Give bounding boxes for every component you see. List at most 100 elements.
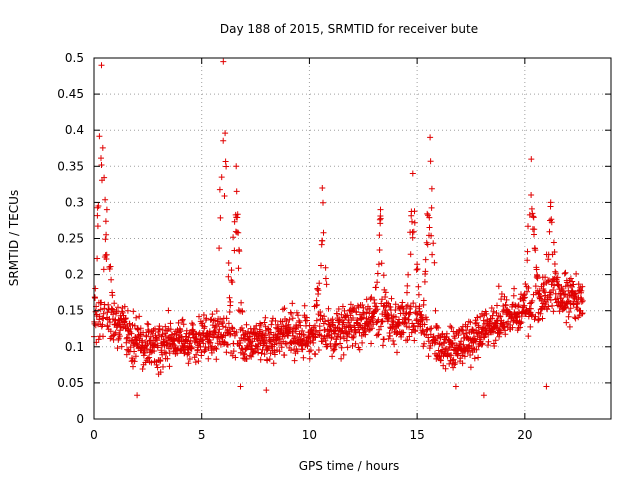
data-point (133, 314, 140, 321)
data-point (448, 324, 455, 331)
data-point (219, 320, 226, 327)
data-point (552, 270, 559, 277)
data-point (573, 270, 580, 277)
data-point (266, 356, 273, 363)
grid-lines (94, 58, 611, 419)
data-point (311, 333, 318, 340)
data-point (385, 315, 392, 322)
x-axis-label: GPS time / hours (299, 459, 400, 473)
data-point (248, 353, 255, 360)
data-point (368, 325, 375, 332)
data-point (162, 323, 169, 330)
data-point (267, 329, 274, 336)
data-point (421, 321, 428, 328)
data-point (376, 326, 383, 333)
data-point (528, 156, 535, 163)
data-point (551, 249, 558, 255)
data-point (570, 281, 577, 288)
data-point (153, 361, 160, 368)
data-point (167, 320, 174, 327)
data-point (107, 328, 114, 335)
data-point (421, 340, 428, 347)
data-point (281, 305, 288, 312)
y-tick-label: 0.1 (65, 340, 84, 354)
data-point (338, 344, 345, 351)
data-point (213, 308, 220, 315)
data-point (368, 340, 375, 347)
data-point (96, 133, 103, 140)
data-point (551, 261, 558, 267)
data-point (380, 303, 387, 310)
data-point (321, 313, 328, 320)
data-point (545, 303, 552, 310)
data-point (350, 333, 357, 340)
data-point (270, 360, 277, 367)
data-point (209, 311, 216, 318)
data-point (528, 192, 535, 198)
data-point (281, 352, 288, 359)
data-point (131, 348, 138, 355)
data-point (200, 340, 207, 347)
data-point (263, 387, 270, 394)
x-tick-label: 0 (90, 428, 98, 442)
data-point (567, 300, 574, 306)
data-point (524, 248, 531, 255)
data-point (470, 345, 477, 352)
data-point (126, 320, 133, 327)
data-point (501, 293, 508, 300)
data-point (422, 268, 429, 275)
data-point (237, 383, 244, 390)
data-point (98, 155, 104, 162)
data-point (287, 326, 294, 333)
data-point (532, 313, 539, 320)
data-point (141, 349, 148, 356)
data-point (561, 270, 568, 277)
data-point (227, 298, 234, 305)
data-point (333, 341, 340, 348)
data-point (408, 329, 415, 336)
data-point (283, 340, 290, 347)
data-point (225, 273, 232, 280)
data-point (230, 348, 237, 355)
data-point (535, 316, 542, 323)
data-point (322, 318, 329, 325)
data-point (192, 359, 199, 366)
data-point (227, 331, 233, 338)
data-point (306, 322, 313, 329)
data-point (288, 310, 295, 317)
y-tick-label: 0.2 (65, 268, 84, 282)
data-point (391, 341, 398, 348)
data-point (409, 218, 415, 225)
data-point (356, 346, 363, 353)
data-point (131, 322, 138, 329)
data-point (155, 329, 162, 335)
data-point (478, 341, 485, 348)
data-point (310, 339, 317, 346)
data-point (564, 298, 571, 305)
data-point (235, 265, 242, 272)
data-point (102, 196, 109, 203)
data-point (320, 229, 327, 236)
data-point (452, 383, 459, 390)
data-point (276, 335, 283, 342)
data-point (217, 214, 224, 221)
data-point (94, 223, 101, 230)
data-point (127, 344, 134, 351)
data-point (92, 285, 99, 292)
data-point (233, 329, 240, 336)
data-point (404, 337, 411, 343)
data-point (528, 312, 535, 319)
data-point (156, 325, 163, 332)
data-point (98, 299, 105, 306)
data-point (114, 345, 121, 352)
data-point (459, 360, 466, 367)
data-point (546, 228, 553, 235)
data-point (363, 309, 370, 316)
data-point (229, 324, 235, 331)
data-point (409, 170, 416, 177)
data-point (255, 349, 262, 356)
data-point (180, 321, 187, 328)
data-point (101, 174, 108, 181)
data-point (262, 314, 269, 321)
data-point (94, 212, 101, 219)
